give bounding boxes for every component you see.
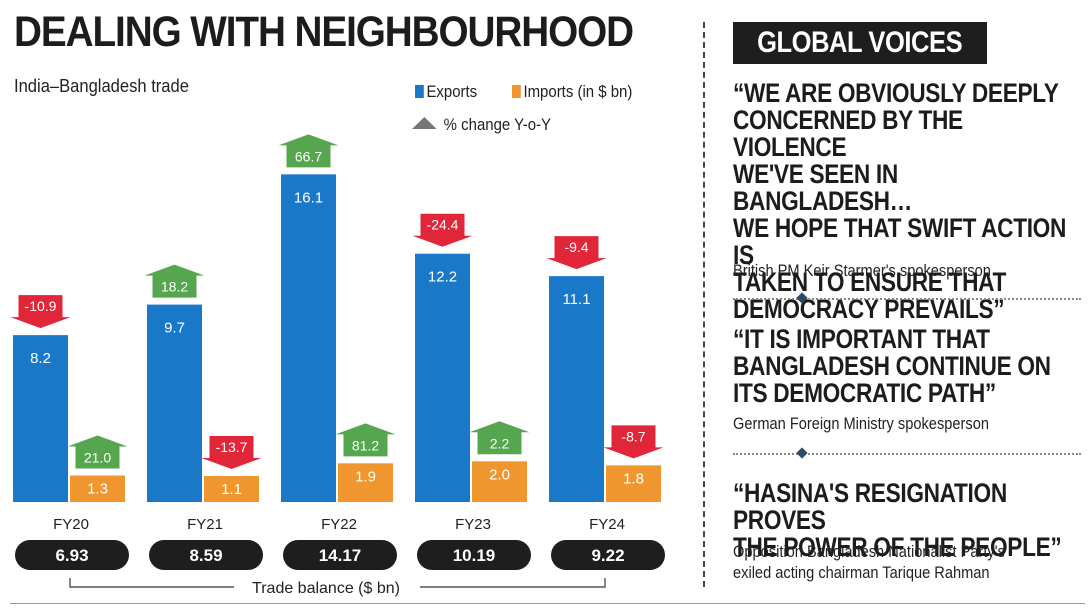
exports-bar <box>281 174 336 503</box>
chart-subtitle: India–Bangladesh trade <box>14 76 189 96</box>
trade-balance-label: Trade balance ($ bn) <box>252 580 400 597</box>
legend-pct-label: % change Y-o-Y <box>443 115 551 134</box>
imports-pct-change-arrow <box>67 435 128 469</box>
exports-bar <box>13 335 68 502</box>
exports-pct-change-arrow <box>412 213 473 247</box>
imports-swatch-icon <box>512 85 521 98</box>
exports-value-label: 16.1 <box>294 189 323 206</box>
exports-value-label: 11.1 <box>562 291 590 308</box>
quote-separator <box>733 453 1081 455</box>
exports-pct-change-arrow-label: 18.2 <box>161 279 188 295</box>
trade-balance-pill <box>149 540 263 570</box>
global-voices-heading: GLOBAL VOICES <box>733 22 987 64</box>
imports-bar <box>338 463 393 502</box>
exports-swatch-icon <box>415 85 424 98</box>
trade-bar-chart: 8.2 -10.9 1.3 21.0 FY20 6.93 9.7 18.2 1.1 -13.7 FY… <box>10 134 665 597</box>
imports-value-label: 1.3 <box>87 481 108 498</box>
exports-bar <box>415 253 470 502</box>
imports-pct-change-arrow-label: -8.7 <box>621 428 645 444</box>
page-title: DEALING WITH NEIGHBOURHOOD <box>14 8 634 56</box>
exports-pct-change-arrow <box>144 264 205 298</box>
imports-pct-change-arrow-label: 2.2 <box>490 435 510 451</box>
quote-starmer: “WE ARE OBVIOUSLY DEEPLY CONCERNED BY TH… <box>733 78 1067 324</box>
category-tick-label: FY21 <box>187 516 223 533</box>
trade-balance-value: 8.59 <box>189 546 222 565</box>
column-divider <box>703 22 705 587</box>
exports-pct-change-arrow <box>546 236 607 270</box>
exports-bar <box>549 276 604 502</box>
trade-balance-pill <box>417 540 531 570</box>
attribution-german-ministry: German Foreign Ministry spokesperson <box>733 414 989 433</box>
trade-balance-pill <box>283 540 397 570</box>
quote-german-ministry: “IT IS IMPORTANT THAT BANGLADESH CONTINU… <box>733 324 1051 408</box>
separator-diamond-icon <box>796 447 808 459</box>
imports-bar <box>472 461 527 502</box>
quote-separator <box>733 298 1081 300</box>
imports-value-label: 1.9 <box>355 468 376 485</box>
exports-pct-change-arrow-label: -24.4 <box>427 217 459 233</box>
imports-pct-change-arrow-label: 81.2 <box>352 437 379 453</box>
imports-value-label: 1.8 <box>623 470 644 487</box>
exports-value-label: 9.7 <box>164 320 185 337</box>
trade-balance-pill <box>551 540 665 570</box>
imports-pct-change-arrow <box>335 423 396 457</box>
attribution-tarique-rahman: Opposition Bangladesh Nationalist Party'… <box>733 542 1005 582</box>
category-tick-label: FY23 <box>455 516 491 533</box>
legend-exports: Exports <box>415 82 477 102</box>
category-tick-label: FY20 <box>53 516 89 533</box>
imports-value-label: 1.1 <box>221 481 242 498</box>
category-tick-label: FY22 <box>321 516 357 533</box>
exports-pct-change-arrow-label: 66.7 <box>295 148 322 164</box>
exports-pct-change-arrow <box>278 134 339 168</box>
category-tick-label: FY24 <box>589 516 625 533</box>
trade-balance-pill <box>15 540 129 570</box>
imports-value-label: 2.0 <box>489 466 510 483</box>
trade-balance-value: 14.17 <box>319 546 362 565</box>
imports-pct-change-arrow-label: -13.7 <box>216 439 248 455</box>
exports-pct-change-arrow-label: -10.9 <box>25 298 57 314</box>
exports-bar <box>147 304 202 502</box>
imports-pct-change-arrow-label: 21.0 <box>84 450 111 466</box>
imports-bar <box>204 476 259 502</box>
imports-bar <box>70 475 125 502</box>
exports-pct-change-arrow <box>10 295 71 329</box>
legend-imports: Imports (in $ bn) <box>512 82 632 102</box>
imports-pct-change-arrow <box>469 421 530 455</box>
pct-change-arrow-icon <box>412 117 437 129</box>
exports-value-label: 12.2 <box>428 269 457 286</box>
bottom-rule <box>10 603 1085 604</box>
exports-pct-change-arrow-label: -9.4 <box>564 239 588 255</box>
trade-balance-value: 10.19 <box>453 546 496 565</box>
attribution-starmer: British PM Keir Starmer's spokesperson <box>733 261 991 280</box>
imports-pct-change-arrow <box>201 436 262 469</box>
trade-balance-bracket <box>69 578 606 588</box>
legend-pct-change: % change Y-o-Y <box>412 115 551 135</box>
quote-tarique-rahman: “HASINA'S RESIGNATION PROVES THE POWER O… <box>733 478 1062 562</box>
legend-imports-label: Imports (in $ bn) <box>523 82 633 101</box>
trade-balance-value: 9.22 <box>591 546 624 565</box>
trade-balance-value: 6.93 <box>55 546 88 565</box>
legend-exports-label: Exports <box>426 82 478 101</box>
imports-bar <box>606 465 661 502</box>
imports-pct-change-arrow <box>603 425 664 459</box>
exports-value-label: 8.2 <box>30 350 51 367</box>
